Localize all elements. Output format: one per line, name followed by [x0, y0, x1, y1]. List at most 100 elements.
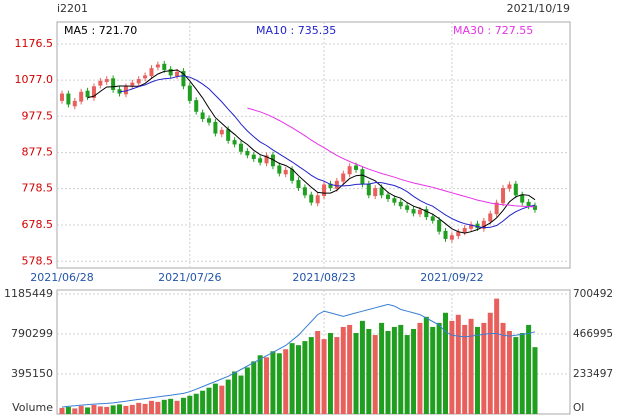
volume-bar	[180, 397, 186, 414]
y-tick-label: 1176.5	[15, 37, 54, 50]
volume-bar	[353, 333, 359, 414]
volume-bar	[296, 345, 301, 414]
chart-date: 2021/10/19	[507, 2, 570, 15]
price-frame	[56, 21, 571, 269]
volume-bar	[372, 335, 378, 414]
volume-bar	[283, 349, 289, 414]
volume-bar	[347, 324, 353, 414]
candle-body	[411, 209, 416, 214]
volume-bar	[340, 326, 346, 414]
volume-bar	[200, 390, 206, 414]
candle-body	[283, 169, 288, 175]
volume-bar	[398, 324, 404, 414]
candle-body	[149, 68, 154, 77]
candle-body	[513, 183, 518, 196]
candle-body	[469, 224, 474, 229]
volume-bar	[366, 328, 372, 414]
ma-line	[119, 75, 536, 229]
volume-bar	[334, 337, 340, 414]
volume-bar	[219, 385, 225, 414]
y-tick-label: 678.5	[22, 218, 54, 231]
volume-bar	[212, 383, 218, 414]
volume-tick-label: 790299	[11, 327, 53, 340]
volume-bar	[65, 406, 71, 414]
candle-body	[238, 143, 243, 152]
candle-body	[232, 140, 237, 145]
volume-bar	[436, 322, 442, 414]
candle-body	[354, 165, 359, 170]
volume-bar	[308, 337, 314, 414]
volume-bar	[455, 314, 461, 414]
volume-bar	[264, 357, 270, 414]
volume-bar	[327, 333, 333, 414]
candle-body	[405, 205, 410, 210]
volume-bar	[257, 355, 263, 414]
candle-body	[507, 184, 512, 189]
candle-body	[347, 166, 352, 175]
candle-body	[385, 194, 390, 199]
ma-line	[87, 69, 536, 234]
candle-body	[207, 118, 212, 123]
candle-body	[245, 150, 250, 156]
volume-bar	[481, 322, 487, 414]
candle-body	[98, 80, 103, 86]
volume-bar	[359, 320, 365, 414]
candle-body	[424, 209, 429, 218]
volume-bar	[468, 318, 474, 414]
volume-tick-label: 1185449	[4, 287, 53, 300]
volume-bar	[136, 402, 142, 414]
candle-body	[328, 183, 333, 189]
candle-body	[277, 165, 282, 174]
candle-body	[175, 71, 180, 77]
oi-line	[61, 303, 536, 408]
y-tick-label: 778.5	[22, 182, 54, 195]
volume-bar	[276, 353, 282, 414]
volume-bar	[244, 367, 250, 414]
chart-title: i2201	[57, 2, 88, 15]
candle-body	[334, 180, 339, 189]
candle-body	[162, 63, 167, 70]
candle-body	[226, 129, 231, 141]
candle-body	[264, 155, 269, 164]
candle-body	[315, 195, 320, 204]
volume-bar	[251, 361, 257, 414]
candle-body	[130, 82, 135, 86]
volume-bar	[123, 405, 129, 414]
volume-bar	[506, 330, 512, 414]
volume-bar	[500, 322, 506, 414]
candle-body	[200, 112, 205, 120]
candle-body	[168, 68, 173, 76]
volume-tick-label: 395150	[11, 367, 53, 380]
volume-bar	[385, 330, 391, 414]
candle-body	[85, 90, 90, 98]
candle-body	[392, 198, 397, 203]
oi-tick-label: 700492	[573, 288, 613, 300]
candle-body	[258, 158, 263, 163]
volume-bar	[238, 375, 244, 414]
candle-body	[79, 91, 84, 102]
candle-body	[366, 183, 371, 196]
volume-bar	[161, 399, 167, 414]
candle-body	[373, 188, 378, 197]
volume-bar	[155, 401, 161, 414]
volume-bar	[494, 298, 500, 414]
volume-bar	[532, 347, 538, 414]
candle-body	[462, 228, 467, 233]
candle-body	[60, 93, 64, 101]
volume-bar	[487, 312, 493, 414]
volume-bar	[59, 407, 65, 414]
candle-body	[488, 213, 493, 222]
x-tick-label: 2021/07/26	[158, 271, 221, 284]
candle-body	[213, 121, 218, 134]
volume-bar	[302, 341, 308, 414]
candle-body	[104, 79, 109, 82]
oi-tick-label: 466995	[573, 328, 613, 340]
candle-body	[136, 79, 141, 84]
candle-body	[494, 202, 499, 215]
volume-bar	[142, 403, 148, 414]
candle-body	[481, 220, 486, 229]
candle-body	[360, 169, 365, 185]
oi-tick-label: OI	[573, 402, 584, 414]
volume-bar	[526, 324, 532, 414]
